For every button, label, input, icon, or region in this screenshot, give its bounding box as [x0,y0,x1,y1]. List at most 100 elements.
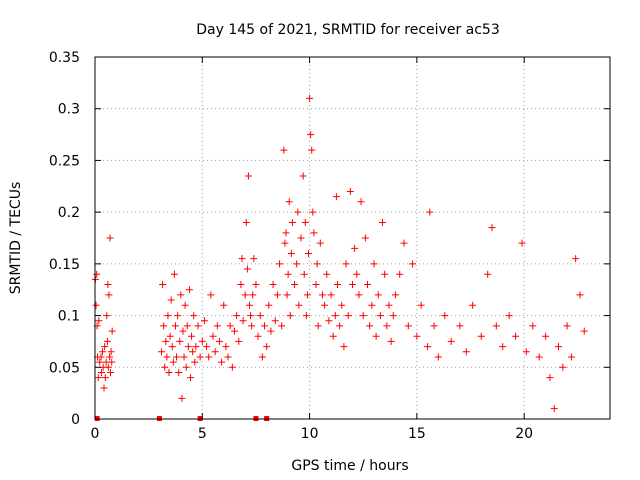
data-point [376,312,384,320]
data-point [307,131,315,139]
data-point [368,301,376,309]
data-point [404,322,412,330]
data-point [244,172,252,180]
data-point [160,322,168,330]
data-point [288,218,296,226]
data-point [550,405,558,413]
data-point [417,301,425,309]
data-point [283,291,291,299]
data-point [180,353,188,361]
data-point [576,291,584,299]
data-point [349,281,356,289]
data-point [529,322,537,330]
data-point [177,291,185,299]
data-point [413,332,421,340]
data-point [213,322,221,330]
data-point [567,353,575,361]
data-point [97,368,105,376]
x-tick-label: 0 [91,426,100,442]
data-point [323,270,331,278]
data-point [329,332,337,340]
data-point [101,343,109,351]
data-point [572,255,580,263]
data-point [316,239,324,247]
data-point [161,363,169,371]
data-point [559,363,567,371]
data-point [492,322,500,330]
data-point [331,312,339,320]
data-point [379,218,387,226]
data-point [242,218,250,226]
y-tick-label: 0.25 [49,153,80,169]
data-point [299,172,307,180]
data-point [396,270,404,278]
data-point [100,384,108,392]
y-tick-label: 0.15 [49,257,80,273]
x-tick-label: 5 [198,426,207,442]
data-point [250,255,258,263]
data-point [312,281,320,289]
data-point [310,229,318,237]
data-point [239,317,247,325]
data-point [166,332,174,340]
data-point [400,239,408,247]
data-point [167,296,175,304]
data-point [175,368,183,376]
data-point [426,208,434,216]
data-point [254,332,262,340]
data-point [103,337,111,345]
data-point [159,281,167,289]
data-point [469,301,477,309]
data-point [313,260,321,268]
data-point [261,322,269,330]
data-point [285,198,293,206]
x-axis: 0 5 10 15 20 [91,57,533,442]
data-point [203,343,211,351]
data-point [381,270,389,278]
data-point [248,322,256,330]
data-point [424,343,432,351]
data-point [168,343,176,351]
y-tick-label: 0.35 [49,50,80,66]
data-point [477,332,485,340]
data-point [108,327,116,335]
data-point [178,394,186,402]
data-point [103,312,111,320]
data-point [224,353,232,361]
data-point [389,312,397,320]
data-point [107,348,115,356]
data-point [357,198,365,206]
data-point [220,301,228,309]
data-point [314,322,322,330]
data-point [106,353,114,361]
data-point [95,317,103,325]
data-point [522,348,530,356]
data-point [353,270,361,278]
data-point [233,312,241,320]
data-point [462,348,470,356]
data-point [186,374,194,382]
data-point [267,327,275,335]
data-point [188,332,196,340]
data-point [372,332,380,340]
data-point [300,270,308,278]
data-point [374,291,382,299]
data-point [205,353,213,361]
data-point [297,234,305,242]
data-point [104,363,112,371]
data-point [342,260,350,268]
data-point [309,208,317,216]
data-point [92,301,100,309]
data-point [238,255,246,263]
data-point [104,281,112,289]
data-point [191,358,199,366]
data-point [301,218,309,226]
data-point [207,291,215,299]
data-point [265,301,273,309]
data-point [211,348,219,356]
data-point [318,291,326,299]
data-point [215,337,223,345]
data-point [164,312,172,320]
x-tick-label: 10 [301,426,319,442]
